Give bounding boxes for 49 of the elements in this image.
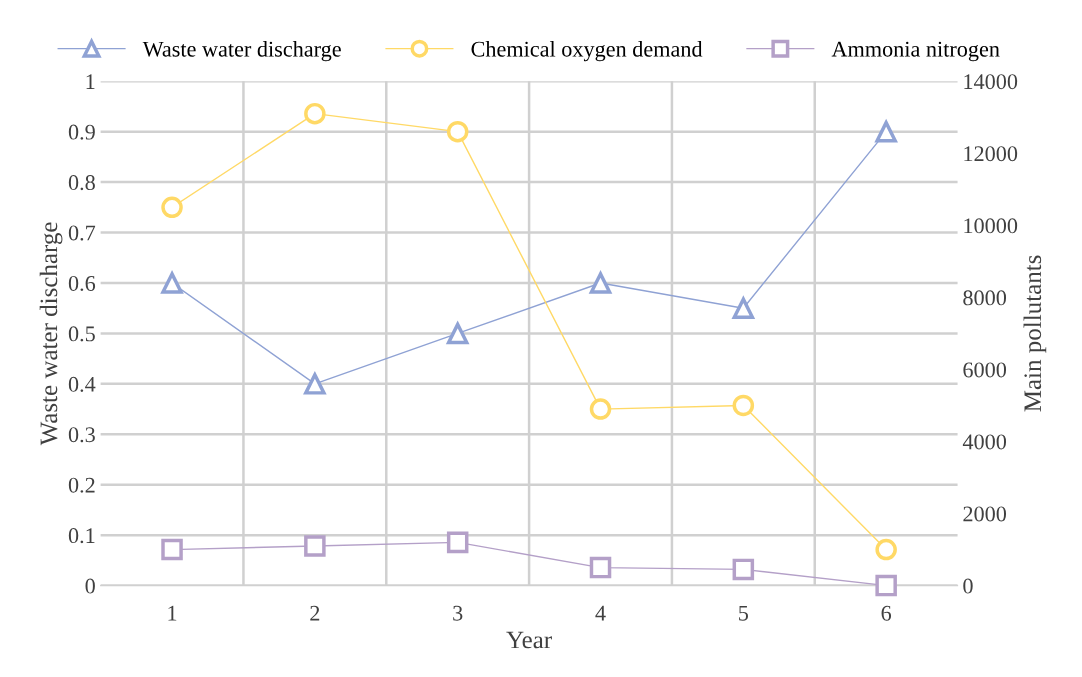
y2-tick-label: 0 bbox=[963, 578, 973, 594]
y-axis-title: Waste water discharge bbox=[39, 222, 63, 446]
y2-tick-label: 10000 bbox=[964, 218, 1018, 234]
point bbox=[304, 102, 326, 125]
x-axis-title: Year bbox=[506, 631, 552, 649]
y-tick-label: 1 bbox=[86, 74, 95, 89]
y-tick-label: 0.9 bbox=[68, 124, 95, 140]
y2-tick-label: 4000 bbox=[962, 434, 1007, 450]
x-tick-label: 4 bbox=[595, 605, 606, 621]
legend-label: Chemical oxygen demand bbox=[471, 41, 703, 62]
y2-axis-title: Main pollutants bbox=[1023, 255, 1047, 412]
point bbox=[732, 558, 755, 581]
y2-tick-label: 8000 bbox=[963, 290, 1007, 306]
y-tick-label: 0.2 bbox=[68, 477, 95, 493]
x-tick-label: 1 bbox=[168, 605, 177, 621]
y-tick-label: 0.6 bbox=[68, 275, 96, 292]
point bbox=[161, 538, 183, 561]
y2-tick-label: 14000 bbox=[964, 74, 1018, 90]
legend-label: Waste water discharge bbox=[142, 41, 341, 62]
y-tick-label: 0.4 bbox=[68, 376, 96, 392]
point bbox=[446, 531, 469, 554]
point bbox=[589, 272, 612, 294]
point bbox=[589, 398, 612, 420]
point bbox=[446, 120, 469, 143]
point bbox=[161, 272, 183, 294]
x-tick-label: 6 bbox=[881, 605, 892, 621]
point bbox=[875, 120, 897, 143]
y-tick-label: 0.3 bbox=[68, 427, 95, 443]
y-tick-label: 0.5 bbox=[68, 326, 95, 342]
legend-label: Ammonia nitrogen bbox=[831, 41, 1000, 62]
y2-tick-label: 6000 bbox=[963, 362, 1007, 378]
point bbox=[875, 538, 897, 561]
y-tick-label: 0 bbox=[85, 578, 95, 594]
point bbox=[304, 373, 326, 395]
x-tick-label: 5 bbox=[739, 605, 749, 621]
y-tick-label: 0.7 bbox=[68, 225, 96, 241]
point bbox=[875, 574, 897, 597]
x-tick-label: 3 bbox=[453, 605, 463, 621]
x-tick-label: 2 bbox=[310, 605, 320, 621]
y2-tick-label: 12000 bbox=[964, 146, 1018, 162]
point bbox=[161, 196, 183, 219]
point bbox=[732, 297, 755, 319]
point bbox=[304, 535, 326, 557]
point bbox=[732, 394, 755, 417]
point bbox=[446, 320, 470, 345]
y2-tick-label: 2000 bbox=[963, 506, 1007, 522]
point bbox=[589, 556, 612, 579]
y-tick-label: 0.8 bbox=[68, 175, 95, 191]
y-tick-label: 0.1 bbox=[68, 528, 95, 544]
